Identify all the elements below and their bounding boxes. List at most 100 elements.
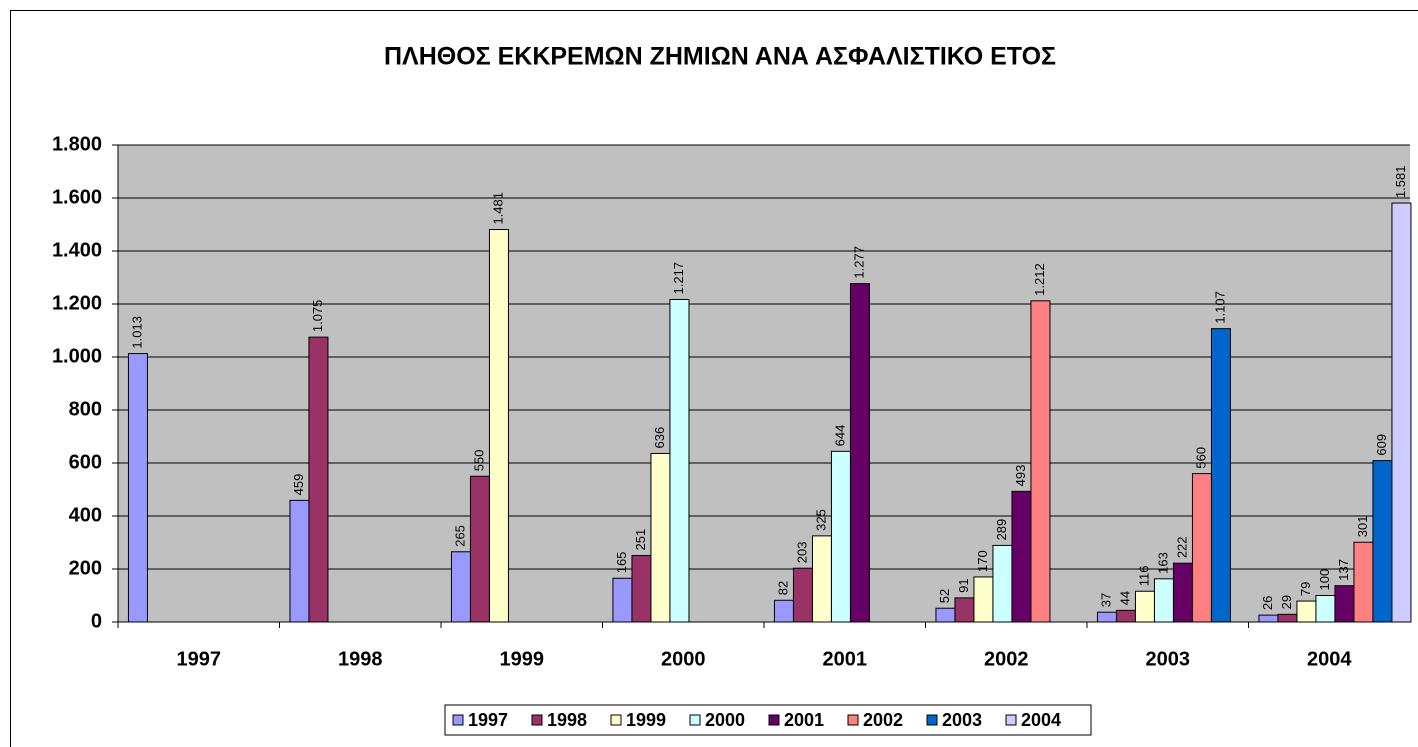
x-tick-label: 2004 [1307,648,1352,670]
legend-label: 2002 [863,710,903,730]
bar [488,229,509,623]
data-label: 163 [1155,552,1170,574]
y-tick-label: 1.600 [52,186,102,208]
legend-label: 2001 [784,710,824,730]
data-label: 560 [1193,447,1208,469]
bar [1296,600,1317,623]
bar [1153,578,1174,623]
data-label: 82 [775,581,790,595]
bar [1172,562,1193,623]
bar [127,353,148,623]
data-label: 37 [1098,593,1113,607]
data-label: 1.581 [1393,165,1408,198]
data-label: 29 [1279,595,1294,609]
data-label: 289 [994,519,1009,541]
bar [1391,202,1412,623]
data-label: 265 [452,525,467,547]
bar [1115,609,1136,623]
data-label: 26 [1260,596,1275,610]
legend-swatch [531,714,543,726]
y-tick-label: 400 [69,504,102,526]
bar [973,576,994,623]
x-tick-label: 2000 [661,648,706,670]
data-label: 165 [614,552,629,574]
legend-swatch [926,714,938,726]
legend-label: 2003 [942,710,982,730]
legend-swatch [847,714,859,726]
x-tick-label: 1997 [177,648,222,670]
bar [450,551,471,623]
legend-label: 1997 [468,710,508,730]
legend-label: 1998 [547,710,587,730]
data-label: 1.481 [490,192,505,225]
x-tick-label: 2002 [984,648,1029,670]
data-label: 1.013 [129,316,144,349]
y-tick-label: 1.000 [52,345,102,367]
bar [1210,328,1231,623]
bar [954,597,975,623]
bar [289,499,310,623]
y-tick-label: 0 [91,610,102,632]
bar [773,599,794,623]
data-label: 493 [1013,465,1028,487]
data-label: 609 [1374,434,1389,456]
data-label: 100 [1317,569,1332,591]
y-tick-label: 1.200 [52,292,102,314]
data-label: 325 [813,509,828,531]
data-label: 222 [1174,536,1189,558]
y-tick-label: 800 [69,398,102,420]
y-tick-label: 1.400 [52,239,102,261]
legend-swatch [610,714,622,726]
y-tick-label: 200 [69,557,102,579]
data-label: 1.217 [671,262,686,295]
legend-swatch [689,714,701,726]
chart-title: ΠΛΗΘΟΣ ΕΚΚΡΕΜΩΝ ΖΗΜΙΩΝ ΑΝΑ ΑΣΦΑΛΙΣΤΙΚΟ Ε… [384,43,1056,71]
bar [631,554,652,623]
bar [1096,611,1117,623]
y-tick-label: 1.800 [52,133,102,155]
bar [650,452,671,623]
y-tick-label: 600 [69,451,102,473]
bar [1191,473,1212,623]
data-label: 137 [1336,559,1351,581]
legend-label: 1999 [626,710,666,730]
legend-label: 2000 [705,710,745,730]
bar [811,535,832,623]
data-label: 1.075 [310,300,325,333]
data-label: 203 [794,542,809,564]
x-tick-label: 2003 [1146,648,1191,670]
data-label: 170 [975,550,990,572]
data-label: 1.212 [1032,263,1047,296]
legend-box [444,704,1092,736]
data-label: 52 [937,589,952,603]
bar [1277,613,1298,623]
legend-swatch [1005,714,1017,726]
x-tick-label: 1998 [338,648,383,670]
data-label: 550 [471,450,486,472]
bar [992,544,1013,623]
bar [1011,490,1032,623]
data-label: 251 [633,529,648,551]
data-label: 1.107 [1212,291,1227,324]
data-label: 91 [956,578,971,592]
data-label: 459 [291,474,306,496]
data-label: 636 [652,427,667,449]
bar [308,336,329,623]
bar [935,607,956,623]
x-tick-label: 1999 [500,648,545,670]
data-label: 644 [832,425,847,447]
legend-swatch [452,714,464,726]
data-label: 1.277 [851,246,866,279]
legend-swatch [768,714,780,726]
bar [1030,300,1051,623]
data-label: 44 [1117,591,1132,605]
legend-label: 2004 [1021,710,1061,730]
bar [612,577,633,623]
bar [469,475,490,623]
bar [830,450,851,623]
data-label: 79 [1298,582,1313,596]
bar [1372,460,1393,623]
bar [1134,590,1155,623]
bar [1315,595,1336,623]
